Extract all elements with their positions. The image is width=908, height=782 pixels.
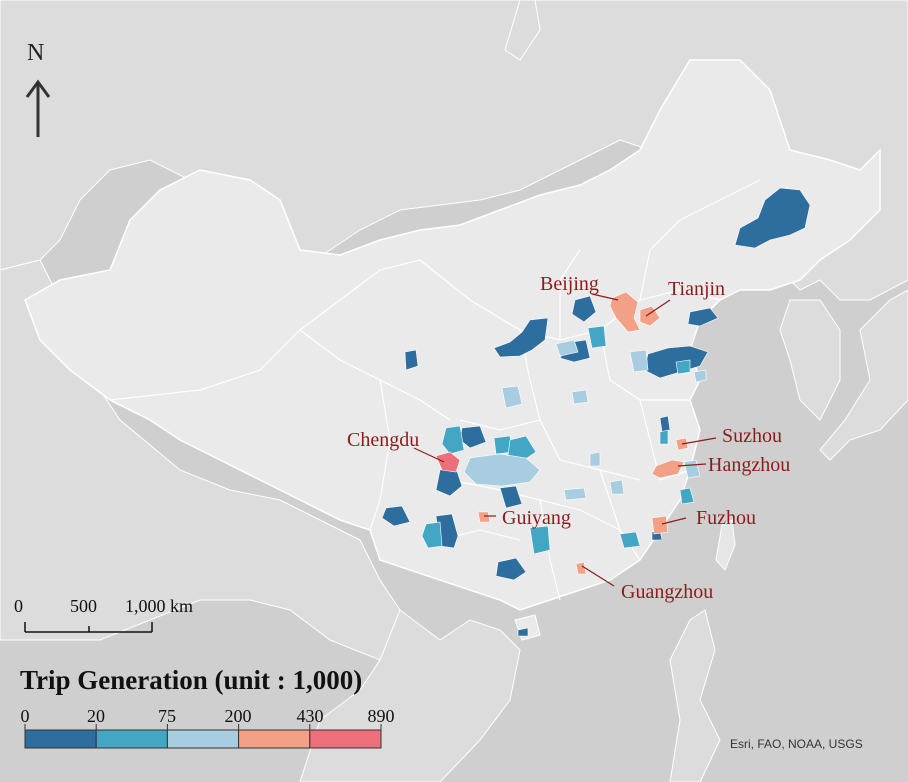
legend-swatch-3 (166, 729, 240, 749)
region-chongqing-west (499, 485, 523, 509)
legend-swatch-1 (24, 729, 97, 749)
region-ningbo (679, 487, 695, 505)
region-guiyang (477, 511, 491, 523)
region-lanzhou (441, 425, 465, 455)
region-sichuan-basin (463, 453, 541, 487)
region-nanjing (659, 429, 669, 445)
region-wuhan (563, 487, 587, 501)
region-xining (404, 349, 419, 371)
region-haikou (517, 627, 529, 637)
legend-swatch-2 (95, 729, 168, 749)
city-label-chengdu: Chengdu (347, 429, 420, 451)
city-label-guiyang: Guiyang (502, 507, 571, 529)
region-harbin-area (734, 187, 811, 249)
neighbor-land-sakhalin (504, 0, 541, 61)
city-regions (381, 187, 811, 637)
region-fuzhou (651, 515, 669, 535)
region-nanchang (619, 531, 641, 549)
city-label-tianjin: Tianjin (668, 278, 726, 300)
region-zhangjiakou (571, 295, 597, 323)
region-zhengzhou (571, 389, 589, 405)
legend-break-1: 20 (87, 706, 105, 726)
north-label: N (27, 40, 45, 66)
region-liuzhou (529, 525, 551, 555)
region-hangzhou (651, 459, 685, 479)
region-baoding (629, 349, 649, 373)
city-label-guangzhou: Guangzhou (621, 581, 714, 603)
region-kunming-area (381, 505, 411, 527)
region-hefei (609, 479, 625, 495)
attribution-text: Esri, FAO, NOAA, USGS (730, 737, 863, 751)
legend-swatch-4 (238, 729, 311, 749)
region-chengdu (435, 451, 461, 473)
scale-bar (24, 622, 153, 633)
legend-break-2: 75 (158, 706, 176, 726)
legend-break-3: 200 (224, 706, 252, 726)
region-xian (501, 385, 523, 409)
scale-label-500: 500 (70, 596, 97, 616)
neighbor-land-korea (779, 299, 841, 421)
scale-label-1000: 1,000 km (125, 596, 194, 616)
region-jinan (675, 359, 691, 375)
city-label-beijing: Beijing (540, 273, 599, 295)
legend-break-0: 0 (20, 706, 30, 726)
city-label-fuzhou: Fuzhou (696, 507, 756, 529)
scale-label-0: 0 (14, 596, 23, 616)
region-zunyi (421, 521, 443, 549)
legend-swatch-5 (309, 729, 382, 749)
north-arrow-icon (25, 79, 51, 137)
neighbor-land-japan (819, 289, 908, 461)
taiwan (715, 519, 736, 571)
region-tangshan (687, 307, 719, 327)
region-nanning (495, 557, 527, 581)
region-tianjin (639, 305, 661, 327)
neighbor-land-philippines (669, 609, 721, 782)
legend-break-5: 890 (367, 706, 395, 726)
region-hohhot-area (493, 317, 549, 358)
legend-break-4: 430 (296, 706, 324, 726)
legend-color-bar (24, 724, 382, 749)
city-label-suzhou: Suzhou (722, 425, 782, 447)
city-label-hangzhou: Hangzhou (708, 454, 791, 476)
region-changsha (589, 451, 601, 467)
legend-title: Trip Generation (unit : 1,000) (20, 665, 363, 695)
region-qingdao (693, 369, 707, 383)
region-beijing (609, 291, 641, 333)
label-leader-lines (413, 293, 717, 587)
province-borders (109, 179, 761, 601)
region-datong (587, 325, 607, 349)
region-nanjing-north (659, 415, 671, 433)
region-guangzhou (575, 561, 587, 575)
region-ordos (555, 339, 579, 357)
region-chongqing (507, 435, 537, 461)
